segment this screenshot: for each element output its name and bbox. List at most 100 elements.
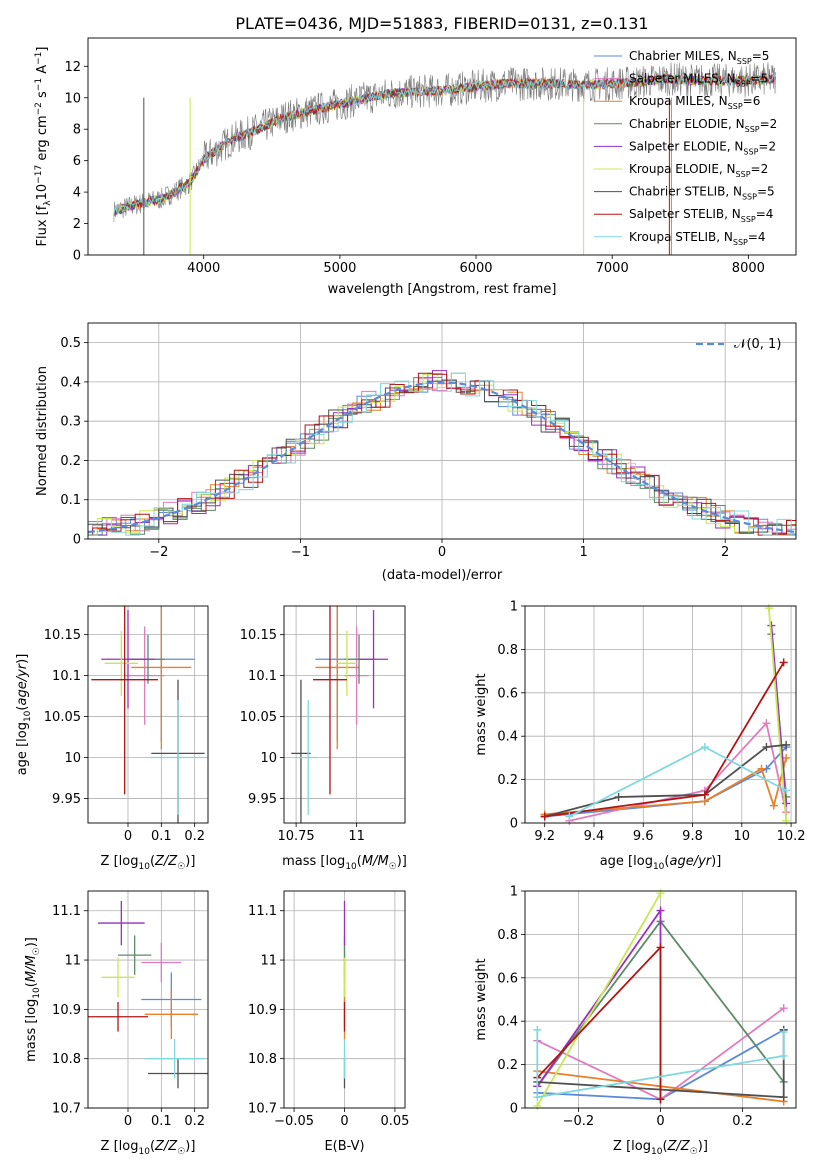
series-line	[536, 945, 662, 1100]
x-axis-label: (data-model)/error	[382, 568, 503, 583]
y-tick-label: 11	[260, 954, 277, 969]
x-tick-label: 8000	[732, 261, 765, 276]
axes-frame	[524, 605, 797, 824]
axes-frame	[87, 890, 209, 1109]
x-tick-label: 10.75	[277, 829, 314, 844]
x-tick-label: 11	[348, 829, 365, 844]
x-tick-label: −1	[291, 545, 310, 560]
x-axis-label: Z [log10(Z/Z☉)]	[101, 854, 196, 872]
series-chabrier-miles	[540, 743, 791, 821]
panel-3: 10.75 11 9.95 10 10.05 10.1 10.15 mass [log10(M…	[240, 605, 407, 872]
x-tick-label: 0	[438, 545, 446, 560]
y-tick-label: 6	[73, 154, 81, 169]
x-tick-label: 6000	[459, 261, 492, 276]
y-tick-label: 0.8	[497, 643, 518, 658]
legend-label: Salpeter ELODIE, NSSP=2	[629, 139, 776, 156]
data-point	[757, 764, 766, 773]
series-line	[770, 625, 787, 804]
legend-label: Chabrier ELODIE, NSSP=2	[629, 117, 777, 134]
y-tick-label: 8	[73, 123, 81, 138]
errorbar-kroupa-elodie	[337, 630, 357, 697]
x-tick-label: 5000	[323, 261, 356, 276]
axes-frame	[283, 890, 406, 1109]
plot-area	[540, 604, 791, 825]
series-kroupa-elodie	[533, 889, 665, 1110]
y-tick-label: 0.2	[497, 773, 518, 788]
panel-1: −2 −1 0 1 2 0 0.1 0.2 0.3 0.4 0.5 𝒩(0, 1) (data-mode…	[35, 322, 797, 583]
legend-label: Chabrier STELIB, NSSP=5	[629, 185, 775, 202]
errorbar-kroupa-miles	[131, 606, 192, 750]
series-line	[768, 608, 787, 821]
x-axis-label: wavelength [Angstrom, rest frame]	[328, 282, 557, 297]
figure-title: PLATE=0436, MJD=51883, FIBERID=0131, z=0…	[235, 14, 648, 33]
errorbar-kroupa-elodie	[104, 630, 138, 697]
data-point	[614, 792, 623, 801]
y-tick-label: 9.95	[52, 792, 81, 807]
x-tick-label: 10.2	[777, 829, 806, 844]
x-tick-label: 4000	[187, 261, 220, 276]
y-tick-label: 10	[260, 751, 277, 766]
histogram-salpeter-stelib	[88, 372, 796, 536]
errorbar-salpeter-miles	[344, 626, 369, 725]
normal-reference-curve	[87, 381, 797, 534]
y-tick-label: 0.4	[60, 375, 81, 390]
errorbar-salpeter-elodie	[359, 610, 389, 709]
errorbar-salpeter-stelib	[91, 606, 158, 795]
y-tick-label: 10.8	[248, 1052, 277, 1067]
errorbar-kroupa-stelib	[298, 700, 318, 815]
y-tick-label: 10.9	[52, 1003, 81, 1018]
y-tick-label: 0.4	[497, 1015, 518, 1030]
data-point	[700, 743, 709, 752]
legend-label: Salpeter MILES, NSSP=5	[629, 72, 768, 89]
x-tick-label: 0.2	[732, 1114, 753, 1129]
series-line	[569, 721, 787, 822]
x-tick-label: 9.6	[633, 829, 654, 844]
y-axis-label: mass weight	[474, 673, 489, 755]
x-tick-label: 0.1	[151, 1114, 172, 1129]
x-axis-label: age [log10(age/yr)]	[600, 854, 722, 872]
x-tick-label: 9.8	[682, 829, 703, 844]
y-tick-label: 0.4	[497, 730, 518, 745]
y-tick-label: 10.7	[248, 1102, 277, 1117]
data-point	[764, 604, 773, 613]
model-spectrum-kroupa-stelib	[113, 73, 777, 216]
y-tick-label: 0.3	[60, 415, 81, 430]
errorbar-kroupa-miles	[315, 606, 360, 750]
data-point	[700, 790, 709, 799]
axes-frame	[524, 890, 797, 1109]
y-tick-label: 0	[510, 817, 518, 832]
y-tick-label: 0	[73, 249, 81, 264]
data-point	[762, 719, 771, 728]
x-tick-label: 0.2	[184, 1114, 205, 1129]
plot-area	[88, 900, 208, 1089]
x-tick-label: −2	[149, 545, 168, 560]
errorbar-chabrier-stelib	[291, 679, 311, 823]
errorbar-salpeter-miles	[124, 626, 165, 725]
x-tick-label: 9.4	[584, 829, 605, 844]
x-axis-label: E(B-V)	[324, 1139, 364, 1154]
series-kroupa-stelib	[565, 743, 791, 821]
histogram-kroupa-stelib	[88, 372, 796, 536]
panel-7: −0.2 0 0.2 0 0.2 0.4 0.6 0.8 1 Z [log10(Z/Z☉)] mas…	[474, 885, 797, 1157]
series-kroupa-stelib	[533, 1025, 788, 1102]
errorbar-salpeter-stelib	[313, 606, 347, 795]
y-tick-label: 1	[510, 600, 518, 615]
series-line	[544, 661, 785, 818]
data-point	[540, 812, 549, 821]
series-kroupa-elodie	[764, 604, 791, 825]
y-tick-label: 0.5	[60, 336, 81, 351]
errorbar-salpeter-elodie	[101, 610, 155, 709]
y-tick-label: 10.15	[240, 628, 277, 643]
data-point	[779, 1028, 788, 1037]
y-tick-label: 0.6	[497, 971, 518, 986]
x-tick-label: 0	[656, 1114, 664, 1129]
data-point	[779, 1093, 788, 1102]
data-point	[656, 889, 665, 898]
data-point	[779, 658, 788, 667]
legend-label: Salpeter STELIB, NSSP=4	[629, 207, 773, 224]
series-line	[536, 1029, 785, 1099]
errorbar-kroupa-stelib	[144, 1038, 205, 1079]
data-point	[779, 1051, 788, 1060]
data-point	[533, 1093, 542, 1102]
x-tick-label: 2	[721, 545, 729, 560]
